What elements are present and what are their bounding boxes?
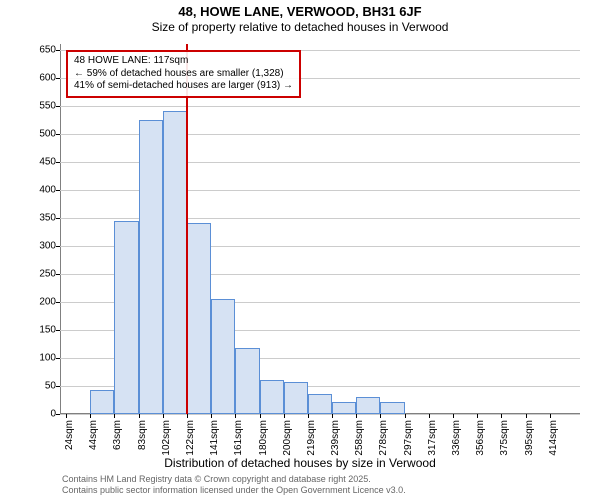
attribution: Contains HM Land Registry data © Crown c… — [62, 474, 406, 496]
x-tick-label: 180sqm — [258, 420, 269, 456]
x-tick-label: 83sqm — [137, 420, 148, 450]
histogram-bar — [308, 394, 332, 414]
histogram-bar — [235, 348, 259, 414]
y-tick-mark — [56, 218, 60, 219]
x-tick-mark — [526, 414, 527, 418]
x-tick-label: 258sqm — [354, 420, 365, 456]
x-tick-mark — [235, 414, 236, 418]
y-tick-mark — [56, 246, 60, 247]
x-tick-mark — [380, 414, 381, 418]
y-tick-mark — [56, 50, 60, 51]
x-tick-mark — [429, 414, 430, 418]
histogram-bar — [187, 223, 211, 414]
y-tick-mark — [56, 134, 60, 135]
x-tick-label: 336sqm — [451, 420, 462, 456]
y-tick-mark — [56, 78, 60, 79]
bars-layer — [60, 44, 580, 414]
x-tick-mark — [139, 414, 140, 418]
x-tick-label: 395sqm — [524, 420, 535, 456]
x-tick-label: 161sqm — [233, 420, 244, 456]
y-tick-mark — [56, 190, 60, 191]
x-tick-label: 63sqm — [112, 420, 123, 450]
x-tick-label: 102sqm — [161, 420, 172, 456]
x-tick-label: 239sqm — [330, 420, 341, 456]
chart-title: 48, HOWE LANE, VERWOOD, BH31 6JF — [0, 4, 600, 19]
x-tick-label: 200sqm — [282, 420, 293, 456]
x-tick-mark — [114, 414, 115, 418]
annotation-line3: 41% of semi-detached houses are larger (… — [74, 80, 293, 93]
x-tick-label: 375sqm — [499, 420, 510, 456]
histogram-bar — [163, 111, 187, 414]
annotation-line2: ← 59% of detached houses are smaller (1,… — [74, 68, 293, 81]
x-tick-mark — [211, 414, 212, 418]
x-tick-label: 122sqm — [185, 420, 196, 456]
x-axis-label: Distribution of detached houses by size … — [0, 456, 600, 470]
histogram-bar — [380, 402, 404, 414]
histogram-bar — [332, 402, 356, 414]
plot-area: 48 HOWE LANE: 117sqm ← 59% of detached h… — [60, 44, 580, 414]
x-tick-mark — [284, 414, 285, 418]
x-tick-mark — [405, 414, 406, 418]
x-tick-label: 219sqm — [306, 420, 317, 456]
x-tick-label: 44sqm — [88, 420, 99, 450]
y-tick-mark — [56, 414, 60, 415]
y-tick-mark — [56, 330, 60, 331]
x-tick-label: 317sqm — [427, 420, 438, 456]
histogram-bar — [114, 221, 138, 414]
attribution-line2: Contains public sector information licen… — [62, 485, 406, 496]
histogram-bar — [284, 382, 308, 415]
x-tick-mark — [163, 414, 164, 418]
histogram-bar — [211, 299, 235, 414]
x-tick-mark — [477, 414, 478, 418]
histogram-bar — [90, 390, 114, 414]
chart-subtitle: Size of property relative to detached ho… — [0, 20, 600, 34]
x-tick-label: 297sqm — [403, 420, 414, 456]
y-tick-mark — [56, 386, 60, 387]
histogram-bar — [356, 397, 380, 414]
x-tick-label: 414sqm — [548, 420, 559, 456]
attribution-line1: Contains HM Land Registry data © Crown c… — [62, 474, 406, 485]
x-tick-mark — [501, 414, 502, 418]
histogram-bar — [260, 380, 284, 414]
annotation-line1: 48 HOWE LANE: 117sqm — [74, 55, 293, 68]
x-tick-mark — [550, 414, 551, 418]
x-tick-mark — [187, 414, 188, 418]
x-tick-mark — [332, 414, 333, 418]
property-size-chart: 48, HOWE LANE, VERWOOD, BH31 6JF Size of… — [0, 0, 600, 500]
y-tick-mark — [56, 302, 60, 303]
x-tick-mark — [90, 414, 91, 418]
x-tick-label: 356sqm — [475, 420, 486, 456]
title-block: 48, HOWE LANE, VERWOOD, BH31 6JF Size of… — [0, 0, 600, 34]
x-tick-mark — [356, 414, 357, 418]
y-tick-mark — [56, 358, 60, 359]
annotation-box: 48 HOWE LANE: 117sqm ← 59% of detached h… — [66, 50, 301, 98]
y-tick-mark — [56, 106, 60, 107]
x-tick-mark — [308, 414, 309, 418]
y-tick-mark — [56, 274, 60, 275]
histogram-bar — [139, 120, 163, 414]
x-tick-mark — [453, 414, 454, 418]
x-tick-label: 24sqm — [64, 420, 75, 450]
reference-line — [186, 44, 188, 414]
x-tick-label: 278sqm — [378, 420, 389, 456]
x-tick-mark — [66, 414, 67, 418]
y-tick-mark — [56, 162, 60, 163]
x-tick-mark — [260, 414, 261, 418]
x-tick-label: 141sqm — [209, 420, 220, 456]
